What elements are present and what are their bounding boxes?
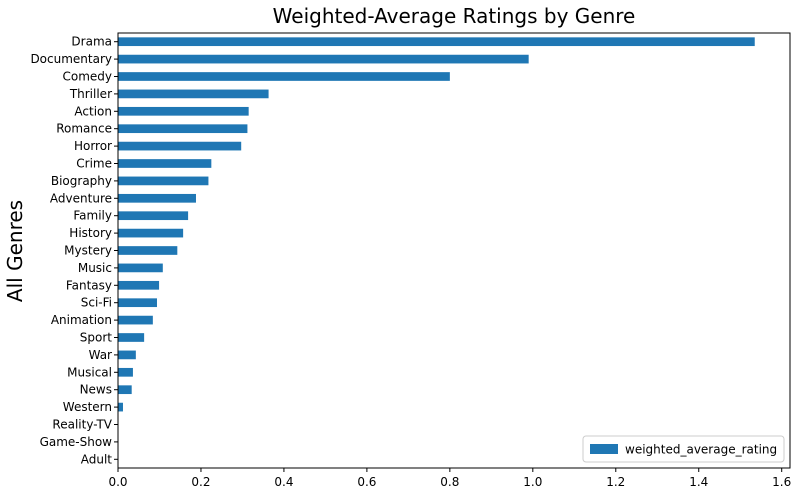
x-tick-label: 1.6 (772, 475, 791, 489)
y-tick-label: News (80, 383, 112, 397)
y-tick-label: Sci-Fi (81, 296, 112, 310)
y-tick-label: Crime (76, 157, 112, 171)
y-tick-label: Biography (51, 174, 112, 188)
y-tick-label: Thriller (69, 87, 112, 101)
legend-box (582, 435, 785, 463)
y-tick-label: Romance (56, 122, 112, 136)
x-tick-label: 0.2 (191, 475, 210, 489)
bar (118, 367, 133, 377)
bar (118, 141, 242, 151)
x-tick-label: 1.2 (606, 475, 625, 489)
bar (118, 54, 529, 64)
y-tick-label: Mystery (64, 244, 112, 258)
y-tick-label: Sport (80, 331, 113, 345)
y-tick-label: Animation (51, 313, 112, 327)
x-tick-layer: 0.0 0.2 0.4 0.6 0.8 1.0 1.2 1.4 1.6 (108, 468, 791, 489)
y-tick-label: Documentary (30, 52, 112, 66)
bar (118, 159, 212, 168)
y-axis-label: All Genres (3, 200, 27, 302)
bar (118, 315, 153, 325)
bar (118, 246, 178, 255)
bar (118, 228, 184, 238)
y-tick-label: Horror (74, 139, 112, 153)
y-tick-label: Family (73, 209, 112, 223)
x-tick-label: 1.4 (689, 475, 708, 489)
bar (118, 72, 450, 81)
y-tick-label: Adventure (50, 191, 112, 205)
y-tick-label: Action (74, 104, 112, 118)
bar (118, 193, 196, 203)
y-tick-label: Musical (67, 365, 112, 379)
bar (118, 263, 163, 273)
bar (118, 211, 189, 221)
bar (118, 89, 269, 99)
bars-layer (118, 37, 755, 429)
y-tick-label: War (89, 348, 112, 362)
bar (118, 385, 132, 395)
plot-frame (117, 32, 791, 469)
legend-label: weighted_average_rating (625, 443, 777, 457)
chart-title: Weighted-Average Ratings by Genre (273, 4, 636, 28)
y-tick-label: History (69, 226, 112, 240)
x-tick-label: 0.8 (440, 475, 459, 489)
y-tick-label: Fantasy (66, 278, 112, 292)
bar (118, 176, 209, 186)
bar (118, 350, 136, 360)
y-tick-label: Comedy (62, 70, 112, 84)
y-tick-label: Drama (71, 35, 112, 49)
y-tick-label: Western (63, 400, 112, 414)
bar (118, 298, 157, 308)
x-tick-label: 0.0 (108, 475, 127, 489)
y-tick-label: Adult (81, 452, 113, 466)
bar (118, 333, 145, 342)
bar (118, 106, 249, 116)
legend: weighted_average_rating (582, 435, 785, 463)
x-tick-label: 0.4 (274, 475, 293, 489)
bar (118, 280, 160, 290)
legend-swatch (590, 444, 618, 454)
x-tick-label: 1.0 (523, 475, 542, 489)
bar (118, 402, 123, 412)
bar (118, 124, 248, 134)
y-tick-label: Music (78, 261, 112, 275)
y-tick-label: Reality-TV (52, 418, 112, 432)
y-tick-label: Game-Show (40, 435, 113, 449)
bar (118, 37, 755, 47)
x-tick-label: 0.6 (357, 475, 376, 489)
y-tick-layer: Drama Documentary Comedy Thriller Action Roma… (30, 35, 118, 466)
